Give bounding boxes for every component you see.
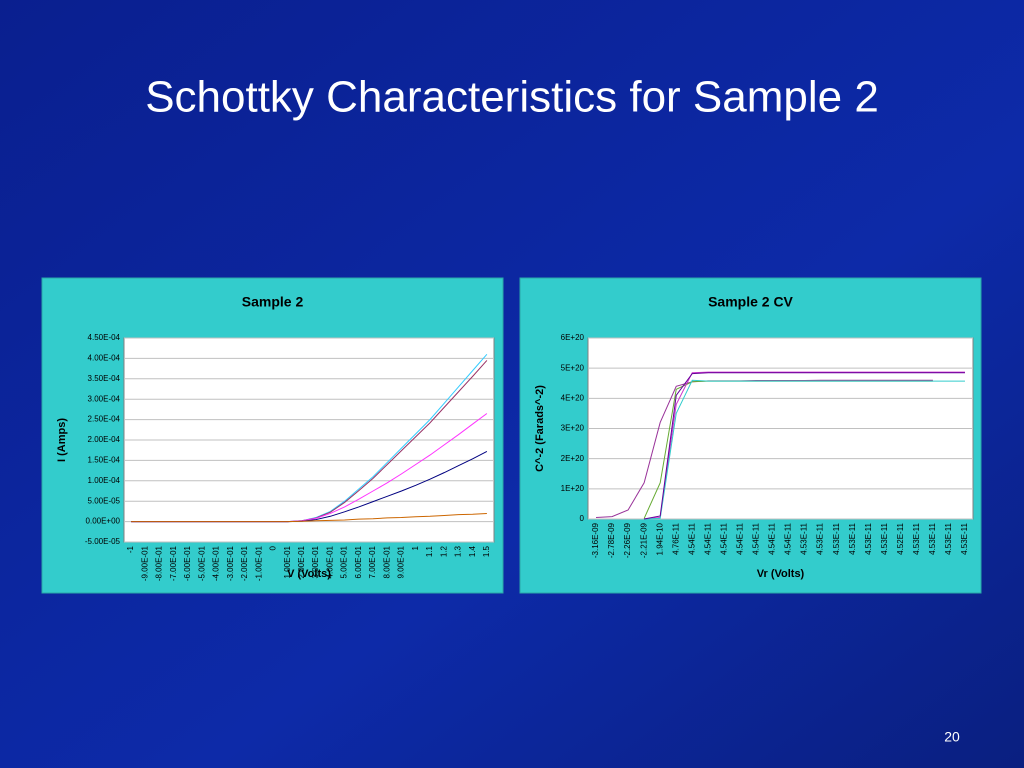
y-tick-label: 4E+20 xyxy=(561,393,585,402)
x-tick-label: -2.26E-09 xyxy=(623,522,632,558)
x-tick-label: 4.53E-11 xyxy=(848,522,857,554)
y-tick-label: 5.00E-05 xyxy=(88,496,121,505)
x-tick-label: 4.53E-11 xyxy=(864,522,873,554)
x-tick-label: -8.00E-01 xyxy=(155,545,164,581)
y-tick-label: 4.50E-04 xyxy=(88,333,121,342)
x-tick-label: 4.53E-11 xyxy=(928,522,937,554)
data-line xyxy=(644,379,965,520)
x-tick-label: 1.00E-01 xyxy=(283,545,292,578)
page-number: 20 xyxy=(944,729,960,745)
data-line xyxy=(131,512,487,523)
x-axis-label: Vr (Volts) xyxy=(757,568,805,580)
x-tick-label: 4.53E-11 xyxy=(880,522,889,554)
data-line xyxy=(644,371,965,520)
y-tick-label: 0 xyxy=(580,514,585,523)
x-tick-label: -2.78E-09 xyxy=(607,522,616,558)
y-tick-label: 3.50E-04 xyxy=(88,374,121,383)
slide-title: Schottky Characteristics for Sample 2 xyxy=(145,73,879,122)
y-tick-label: 5E+20 xyxy=(561,363,585,372)
x-tick-label: 4.53E-11 xyxy=(832,522,841,554)
x-tick-label: 4.76E-11 xyxy=(671,522,680,554)
x-tick-label: 4.54E-11 xyxy=(768,522,777,554)
x-tick-label: -7.00E-01 xyxy=(169,545,178,581)
x-tick-label: 6.00E-01 xyxy=(354,545,363,578)
x-tick-label: 9.00E-01 xyxy=(397,545,406,578)
x-tick-label: -1.00E-01 xyxy=(254,545,263,581)
y-axis-label: C^-2 (Farads^-2) xyxy=(534,385,546,472)
y-tick-label: -5.00E-05 xyxy=(85,537,121,546)
x-tick-label: 4.54E-11 xyxy=(736,522,745,554)
chart-title: Sample 2 CV xyxy=(708,294,793,310)
x-tick-label: 4.53E-11 xyxy=(816,522,825,554)
x-tick-label: 4.00E-01 xyxy=(325,545,334,578)
x-tick-label: 1.2 xyxy=(439,545,448,557)
x-tick-label: 4.54E-11 xyxy=(784,522,793,554)
data-line xyxy=(644,372,965,520)
x-tick-label: 4.53E-11 xyxy=(960,522,969,554)
x-tick-label: -1 xyxy=(126,545,135,553)
x-tick-label: 1.1 xyxy=(425,545,434,557)
y-tick-label: 3.00E-04 xyxy=(88,394,121,403)
x-tick-label: 1.94E-10 xyxy=(655,522,664,555)
y-axis-label: I (Amps) xyxy=(56,418,68,462)
x-tick-label: 4.54E-11 xyxy=(719,522,728,554)
y-tick-label: 1E+20 xyxy=(561,484,585,493)
data-line xyxy=(595,379,933,518)
x-tick-label: 1.5 xyxy=(482,545,491,557)
x-tick-label: 2.00E-01 xyxy=(297,545,306,578)
x-tick-label: -9.00E-01 xyxy=(140,545,149,581)
y-tick-label: 4.00E-04 xyxy=(88,354,121,363)
y-tick-label: 2E+20 xyxy=(561,454,585,463)
y-tick-label: 1.00E-04 xyxy=(88,476,121,485)
y-tick-label: 0.00E+00 xyxy=(86,517,121,526)
x-tick-label: 8.00E-01 xyxy=(382,545,391,578)
x-tick-label: -3.16E-09 xyxy=(591,522,600,558)
y-tick-label: 3E+20 xyxy=(561,424,585,433)
x-tick-label: -3.00E-01 xyxy=(226,545,235,581)
chart-title: Sample 2 xyxy=(242,294,304,310)
x-tick-label: 4.53E-11 xyxy=(912,522,921,554)
x-tick-label: -2.00E-01 xyxy=(240,545,249,581)
y-tick-label: 1.50E-04 xyxy=(88,456,121,465)
x-tick-label: 4.54E-11 xyxy=(687,522,696,554)
x-tick-label: 4.53E-11 xyxy=(800,522,809,554)
x-axis-label: V (Volts) xyxy=(287,568,331,580)
x-tick-label: -2.21E-09 xyxy=(639,522,648,558)
x-tick-label: -5.00E-01 xyxy=(197,545,206,581)
y-tick-label: 2.50E-04 xyxy=(88,415,121,424)
x-tick-label: -6.00E-01 xyxy=(183,545,192,581)
x-tick-label: 1.4 xyxy=(468,545,477,557)
x-tick-label: 4.54E-11 xyxy=(703,522,712,554)
y-tick-label: 2.00E-04 xyxy=(88,435,121,444)
x-tick-label: 1 xyxy=(411,545,420,550)
x-tick-label: 4.52E-11 xyxy=(896,522,905,554)
x-tick-label: 4.54E-11 xyxy=(752,522,761,554)
y-tick-label: 6E+20 xyxy=(561,333,585,342)
x-tick-label: -4.00E-01 xyxy=(212,545,221,581)
x-tick-label: 7.00E-01 xyxy=(368,545,377,578)
x-tick-label: 1.3 xyxy=(454,545,463,557)
x-tick-label: 4.53E-11 xyxy=(944,522,953,554)
x-tick-label: 5.00E-01 xyxy=(340,545,349,578)
x-tick-label: 3.00E-01 xyxy=(311,545,320,578)
x-tick-label: 0 xyxy=(269,545,278,550)
